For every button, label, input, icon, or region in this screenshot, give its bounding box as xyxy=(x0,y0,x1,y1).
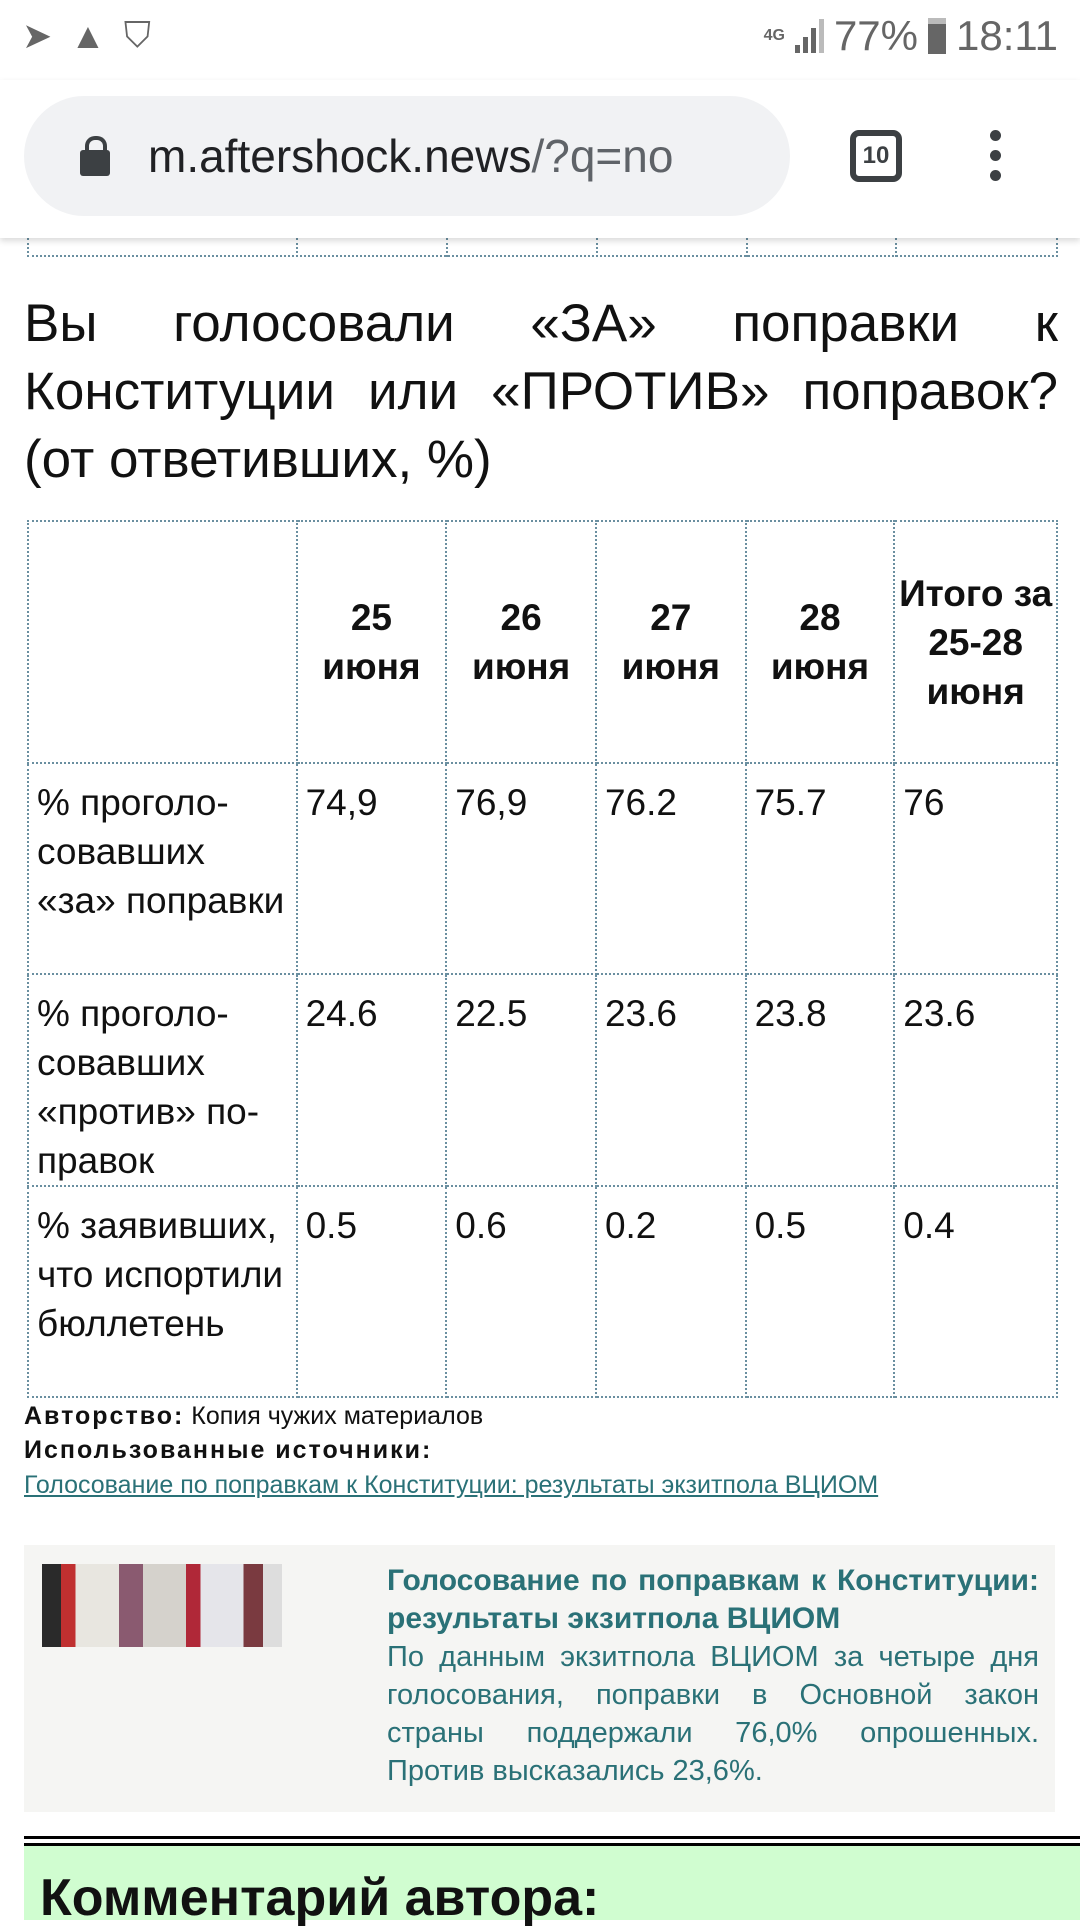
cell: 76.2 xyxy=(594,762,747,975)
sources-label: Использованные источники: xyxy=(24,1436,432,1465)
table-row: % проголо­совавших «за» поправ­ки 74,9 7… xyxy=(27,762,1058,975)
card-summary: По данным экзитпола ВЦИОМ за четыре дня … xyxy=(387,1641,1039,1787)
row-label: % заявив­ших, что ис­портили бюллетень xyxy=(27,1185,298,1398)
browser-toolbar: m.aftershock.news/?q=no 10 xyxy=(0,80,1080,238)
author-comment-box: Комментарий автора: xyxy=(24,1846,1080,1927)
lock-icon[interactable] xyxy=(80,136,110,176)
header-cell: 27 июня xyxy=(594,520,747,764)
battery-icon xyxy=(928,18,946,54)
cell: 23.6 xyxy=(893,973,1058,1187)
row-label: % проголо­совавших «за» поправ­ки xyxy=(27,762,298,975)
card-title[interactable]: Голосование по поправкам к Конститу­ции:… xyxy=(387,1564,1039,1635)
cell: 23.8 xyxy=(744,973,896,1187)
results-table: 25 июня 26 июня 27 июня 28 июня Итого за… xyxy=(27,520,1058,1398)
article-thumbnail[interactable] xyxy=(42,1564,282,1647)
related-article-card[interactable]: Голосование по поправкам к Конститу­ции:… xyxy=(24,1545,1055,1812)
clock: 18:11 xyxy=(956,12,1058,59)
section-heading: Вы голосовали «ЗА» поправки к Конституци… xyxy=(24,294,1058,489)
warning-icon: ▲ xyxy=(70,14,106,56)
cell: 0.4 xyxy=(893,1185,1058,1398)
comment-heading: Комментарий автора: xyxy=(40,1869,600,1927)
cell: 74,9 xyxy=(295,762,448,975)
authorship-value: Копия чужих материалов xyxy=(191,1402,484,1430)
cell: 0.5 xyxy=(295,1185,448,1398)
divider xyxy=(24,1836,1080,1846)
table-row: % проголо­совавших «против» по­правок 24… xyxy=(27,973,1058,1187)
shield-alert-icon: ⛉ xyxy=(123,14,151,55)
battery-percent: 77% xyxy=(833,12,918,59)
telegram-icon: ➤ xyxy=(22,14,53,56)
header-cell: 26 июня xyxy=(445,520,597,764)
status-bar: ➤ ▲ ⛉ 4G 77% 18:11 xyxy=(0,0,1080,80)
row-label: % проголо­совавших «против» по­правок xyxy=(27,973,298,1187)
cell: 76,9 xyxy=(445,762,597,975)
sources-label-text: Использованные источники: xyxy=(24,1436,433,1464)
header-cell: Итого за 25-28 июня xyxy=(893,520,1058,764)
network-type: 4G xyxy=(763,27,785,44)
address-bar[interactable]: m.aftershock.news/?q=no xyxy=(24,96,790,216)
cell: 23.6 xyxy=(594,973,747,1187)
authorship: Авторство: Копия чужих материалов xyxy=(24,1402,483,1431)
previous-table-fragment xyxy=(27,238,1058,257)
cell: 22.5 xyxy=(445,973,597,1187)
cell: 75.7 xyxy=(744,762,896,975)
cell: 76 xyxy=(893,762,1058,975)
cell: 0.6 xyxy=(445,1185,597,1398)
tab-switcher-button[interactable]: 10 xyxy=(850,130,902,182)
cell: 24.6 xyxy=(295,973,448,1187)
header-cell: 28 июня xyxy=(744,520,896,764)
more-menu-icon[interactable] xyxy=(985,130,1005,190)
header-cell xyxy=(27,520,298,764)
url-text[interactable]: m.aftershock.news/?q=no xyxy=(148,130,674,182)
header-cell: 25 июня xyxy=(295,520,448,764)
authorship-label: Авторство: xyxy=(24,1402,185,1430)
table-header-row: 25 июня 26 июня 27 июня 28 июня Итого за… xyxy=(27,520,1058,764)
cell: 0.5 xyxy=(744,1185,896,1398)
cell: 0.2 xyxy=(594,1185,747,1398)
signal-icon xyxy=(794,19,824,53)
source-link[interactable]: Голосование по поправкам к Конституции: … xyxy=(24,1471,879,1499)
table-row: % заявив­ших, что ис­портили бюллетень 0… xyxy=(27,1185,1058,1398)
